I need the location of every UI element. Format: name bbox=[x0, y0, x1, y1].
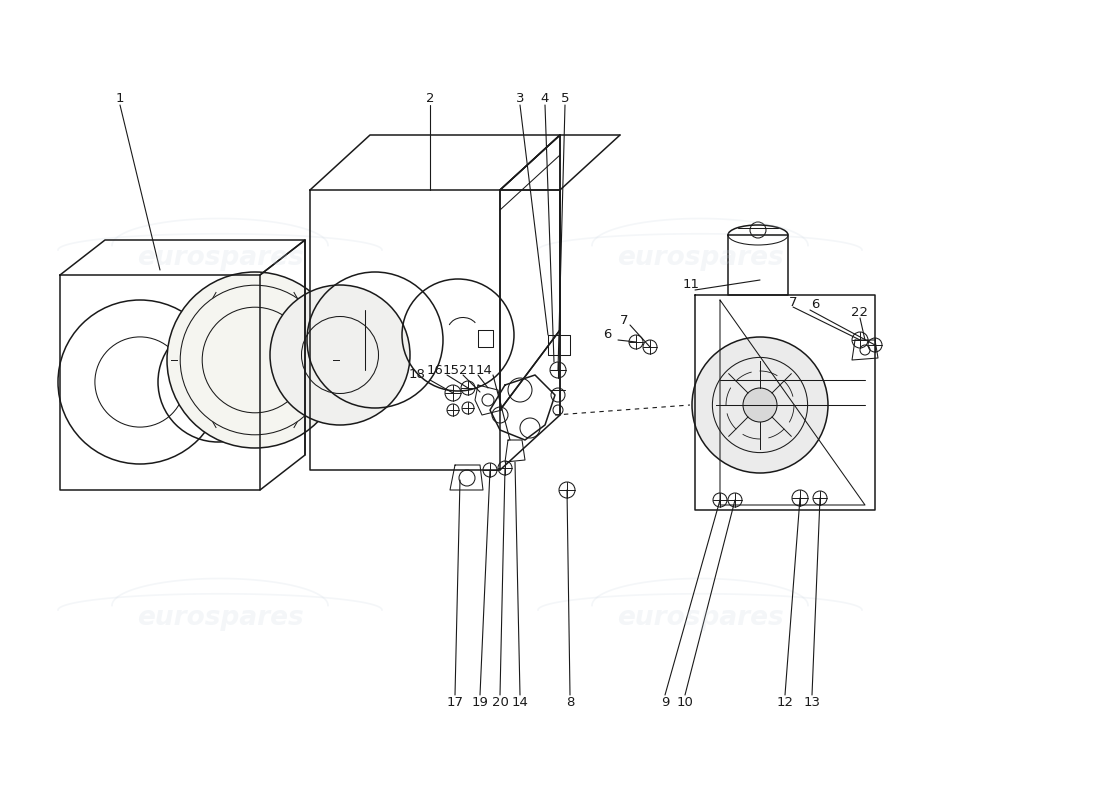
Circle shape bbox=[692, 337, 828, 473]
Text: 18: 18 bbox=[408, 369, 425, 382]
Text: 12: 12 bbox=[777, 695, 793, 709]
Text: 6: 6 bbox=[604, 329, 612, 342]
Circle shape bbox=[167, 272, 343, 448]
Text: 10: 10 bbox=[676, 695, 693, 709]
Text: 15: 15 bbox=[443, 363, 460, 377]
Text: 22: 22 bbox=[851, 306, 869, 318]
Text: 7: 7 bbox=[789, 295, 797, 309]
Text: 9: 9 bbox=[661, 695, 669, 709]
Text: 19: 19 bbox=[472, 695, 488, 709]
Text: eurospares: eurospares bbox=[136, 245, 304, 271]
Text: 1: 1 bbox=[116, 91, 124, 105]
Text: 14: 14 bbox=[512, 695, 528, 709]
Text: 5: 5 bbox=[561, 91, 570, 105]
Text: 20: 20 bbox=[492, 695, 508, 709]
Text: eurospares: eurospares bbox=[617, 605, 783, 631]
Circle shape bbox=[742, 388, 777, 422]
Text: 3: 3 bbox=[516, 91, 525, 105]
Text: eurospares: eurospares bbox=[617, 245, 783, 271]
Text: eurospares: eurospares bbox=[136, 605, 304, 631]
Text: 2: 2 bbox=[426, 91, 434, 105]
Text: 16: 16 bbox=[426, 363, 443, 377]
Text: 4: 4 bbox=[541, 91, 549, 105]
Text: 14: 14 bbox=[475, 363, 492, 377]
Text: 7: 7 bbox=[619, 314, 628, 326]
Text: 21: 21 bbox=[459, 363, 476, 377]
Circle shape bbox=[270, 285, 410, 425]
Text: 8: 8 bbox=[565, 695, 574, 709]
Text: 6: 6 bbox=[811, 298, 819, 311]
Text: 11: 11 bbox=[683, 278, 700, 291]
Text: 17: 17 bbox=[447, 695, 463, 709]
Text: 13: 13 bbox=[803, 695, 821, 709]
